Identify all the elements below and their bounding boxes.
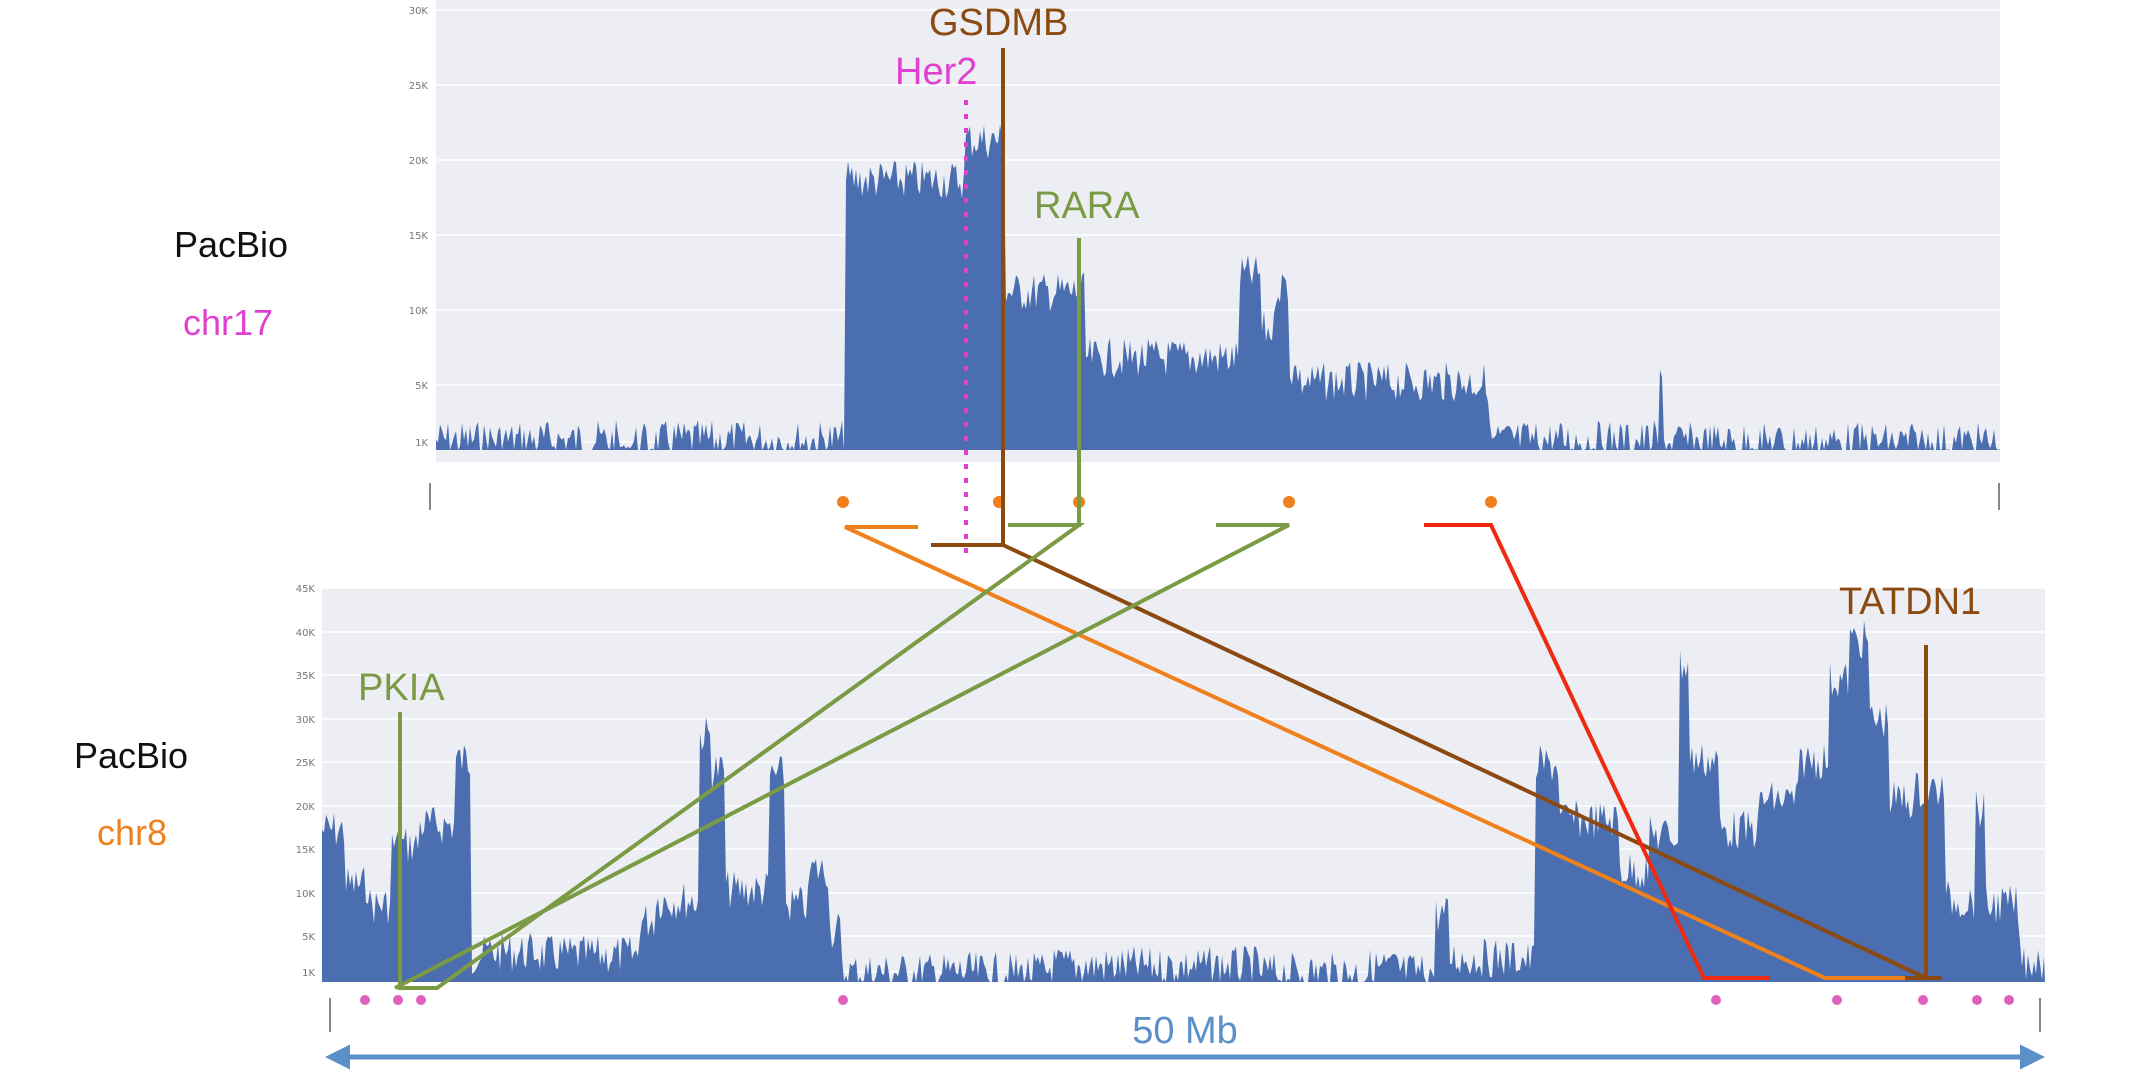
rearrangement-links <box>394 48 1942 990</box>
top-breakpoint-dots <box>837 496 1497 508</box>
gene-label-tatdn1: TATDN1 <box>1839 581 1981 623</box>
gene-label-her2: Her2 <box>895 51 977 93</box>
breakpoint-dot <box>416 995 426 1005</box>
top-y-tick: 5K <box>415 381 428 392</box>
gene-label-pkia: PKIA <box>358 667 445 709</box>
red-link <box>1424 523 1770 980</box>
bottom-y-tick: 10K <box>296 889 316 900</box>
breakpoint-dot <box>1283 496 1295 508</box>
bottom-y-tick: 20K <box>296 802 316 813</box>
top-chromosome-label: chr17 <box>183 302 274 343</box>
bottom-coverage-area <box>322 620 2045 982</box>
bottom-platform-label: PacBio <box>74 735 189 776</box>
gene-label-gsdmb: GSDMB <box>929 2 1068 44</box>
breakpoint-dot <box>360 995 370 1005</box>
top-y-tick: 20K <box>409 156 429 167</box>
breakpoint-dot <box>838 995 848 1005</box>
bottom-y-tick: 35K <box>296 671 316 682</box>
top-y-tick: 1K <box>415 438 428 449</box>
bottom-y-tick: 25K <box>296 758 316 769</box>
breakpoint-dot <box>1711 995 1721 1005</box>
gene-label-rara: RARA <box>1034 185 1140 227</box>
breakpoint-dot <box>1972 995 1982 1005</box>
top-coverage-area <box>436 125 2000 450</box>
top-coverage-panel: 30K 25K 20K 15K 10K 5K 1K <box>409 0 2000 510</box>
bottom-y-tick: 30K <box>296 715 316 726</box>
bottom-y-tick: 15K <box>296 845 316 856</box>
rara-link <box>398 238 1086 990</box>
bottom-y-tick: 5K <box>302 932 315 943</box>
top-y-axis-ticks: 30K 25K 20K 15K 10K 5K 1K <box>409 6 429 449</box>
bottom-y-tick: 1K <box>302 968 315 979</box>
bottom-y-axis-ticks: 45K 40K 35K 30K 25K 20K 15K 10K 5K 1K <box>296 584 316 979</box>
top-y-tick: 30K <box>409 6 429 17</box>
scale-bar-label: 50 Mb <box>1132 1010 1238 1052</box>
breakpoint-dot <box>393 995 403 1005</box>
bottom-breakpoint-dots <box>360 995 2014 1005</box>
bottom-y-tick: 40K <box>296 628 316 639</box>
breakpoint-dot <box>1485 496 1497 508</box>
bottom-chromosome-label: chr8 <box>97 812 168 853</box>
green-link <box>394 523 1290 990</box>
top-platform-label: PacBio <box>174 224 289 265</box>
bottom-y-tick: 45K <box>296 584 316 595</box>
top-y-tick: 15K <box>409 231 429 242</box>
breakpoint-dot <box>1918 995 1928 1005</box>
top-y-tick: 10K <box>409 306 429 317</box>
breakpoint-dot <box>837 496 849 508</box>
breakpoint-dot <box>2004 995 2014 1005</box>
breakpoint-dot <box>1832 995 1842 1005</box>
bottom-coverage-panel: 45K 40K 35K 30K 25K 20K 15K 10K 5K 1K <box>296 584 2045 1032</box>
top-y-tick: 25K <box>409 81 429 92</box>
orange-link <box>844 525 1905 980</box>
